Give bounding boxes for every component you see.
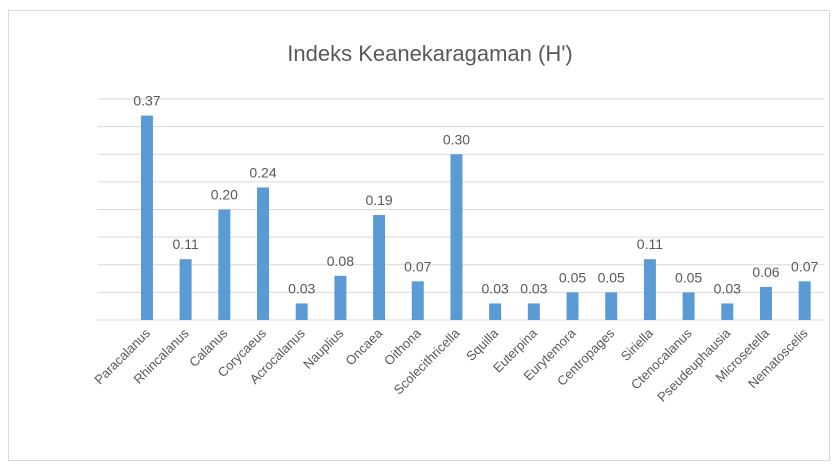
bar (140, 115, 153, 320)
data-label: 0.20 (211, 187, 238, 203)
bar (334, 275, 347, 320)
data-label: 0.24 (249, 164, 276, 180)
bar (682, 292, 695, 320)
data-label: 0.11 (173, 236, 199, 252)
data-label: 0.05 (675, 269, 702, 285)
bar (295, 303, 308, 320)
bar (450, 154, 463, 320)
data-label: 0.30 (443, 131, 470, 147)
bar (179, 259, 192, 320)
data-label: 0.03 (482, 280, 509, 296)
data-label: 0.07 (791, 258, 818, 274)
chart-title: Indeks Keanekaragaman (H') (287, 41, 572, 66)
data-label: 0.03 (520, 280, 547, 296)
bar (798, 281, 811, 320)
data-label: 0.19 (365, 192, 392, 208)
bar (411, 281, 424, 320)
bar (489, 303, 502, 320)
bar (759, 286, 772, 320)
data-label: 0.05 (598, 269, 625, 285)
bar (643, 259, 656, 320)
bar (566, 292, 579, 320)
data-label: 0.08 (327, 253, 354, 269)
bar (373, 215, 386, 320)
data-label: 0.07 (404, 258, 431, 274)
data-label: 0.05 (559, 269, 586, 285)
chart-border (8, 10, 830, 461)
bar (218, 209, 231, 320)
data-label: 0.03 (714, 280, 741, 296)
bar (257, 187, 270, 320)
bar (527, 303, 540, 320)
data-label: 0.11 (637, 236, 663, 252)
bar (605, 292, 618, 320)
bar (721, 303, 734, 320)
data-label: 0.37 (133, 93, 160, 109)
data-label: 0.03 (288, 280, 315, 296)
data-label: 0.06 (752, 264, 779, 280)
